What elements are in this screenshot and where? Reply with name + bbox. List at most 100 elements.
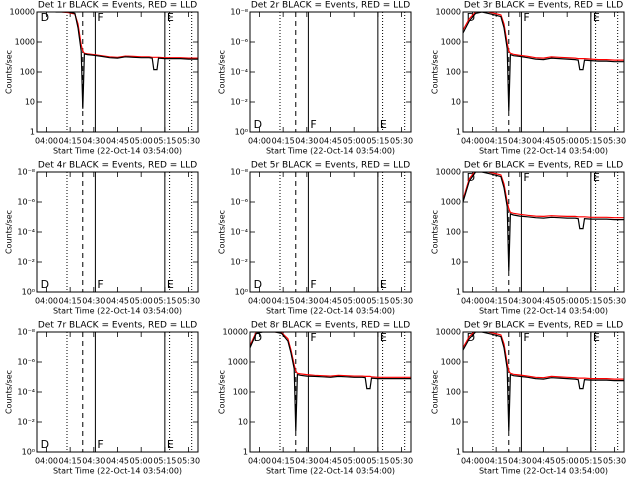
x-tick-label: 05:15 <box>579 457 602 466</box>
marker-label: E <box>380 278 387 291</box>
y-tick-label: 10 <box>451 258 461 267</box>
x-tick-label: 05:00 <box>343 297 366 306</box>
x-tick-label: 05:30 <box>177 137 200 146</box>
x-axis-label: Start Time (22-Oct-14 03:54:00) <box>266 467 395 476</box>
y-tick-label: 10⁰ <box>235 128 248 137</box>
marker-label: F <box>523 171 529 184</box>
plot-frame <box>462 331 625 453</box>
panel: Det 6r BLACK = Events, RED = LLD Start Ti… <box>431 161 627 316</box>
y-tick-label: 10⁻⁴ <box>230 68 248 77</box>
y-tick-label: 10 <box>451 418 461 427</box>
y-axis-label: Counts/sec <box>218 210 227 254</box>
x-tick-label: 05:15 <box>153 297 176 306</box>
panel: Det 3r BLACK = Events, RED = LLD Start Ti… <box>431 1 627 156</box>
y-tick-label: 10000 <box>223 328 248 337</box>
y-axis-label: Counts/sec <box>5 50 14 94</box>
y-tick-label: 10⁰ <box>22 288 35 297</box>
marker-label: E <box>593 331 600 344</box>
x-tick-label: 04:45 <box>532 457 555 466</box>
y-tick-label: 100 <box>446 68 461 77</box>
plot-frame <box>462 11 625 133</box>
marker-label: F <box>97 438 103 451</box>
panel-title: Det 3r BLACK = Events, RED = LLD <box>464 1 623 11</box>
y-tick-label: 10⁻⁶ <box>230 38 248 47</box>
x-tick-label: 05:15 <box>366 297 389 306</box>
x-tick-label: 04:45 <box>319 297 342 306</box>
x-tick-label: 04:15 <box>272 137 295 146</box>
y-tick-label: 10⁻⁴ <box>17 228 35 237</box>
panel-title: Det 2r BLACK = Events, RED = LLD <box>251 1 410 11</box>
y-tick-label: 10⁻⁸ <box>17 328 35 337</box>
x-tick-label: 04:30 <box>508 297 531 306</box>
x-axis-label: Start Time (22-Oct-14 03:54:00) <box>479 467 608 476</box>
x-tick-label: 05:30 <box>603 297 626 306</box>
x-tick-label: 05:30 <box>603 457 626 466</box>
y-tick-label: 10⁻⁶ <box>17 358 35 367</box>
x-tick-label: 04:45 <box>106 457 129 466</box>
x-axis-label: Start Time (22-Oct-14 03:54:00) <box>53 147 182 156</box>
x-tick-label: 04:45 <box>319 457 342 466</box>
y-tick-label: 10⁻² <box>230 258 248 267</box>
marker-label: E <box>593 11 600 24</box>
x-tick-label: 04:00 <box>461 297 484 306</box>
y-tick-label: 10⁻² <box>230 98 248 107</box>
plot-frame <box>36 171 199 293</box>
marker-label: D <box>41 278 49 291</box>
x-tick-label: 05:15 <box>579 137 602 146</box>
x-tick-label: 04:00 <box>248 137 271 146</box>
y-tick-label: 100 <box>233 388 248 397</box>
panel: Det 5r BLACK = Events, RED = LLD Start Ti… <box>218 161 414 316</box>
data-line <box>463 332 624 380</box>
y-tick-label: 100 <box>446 388 461 397</box>
x-tick-label: 05:00 <box>130 297 153 306</box>
panel-title: Det 1r BLACK = Events, RED = LLD <box>38 1 197 11</box>
y-tick-label: 1000 <box>441 38 461 47</box>
panel-title: Det 5r BLACK = Events, RED = LLD <box>251 161 410 171</box>
marker-label: D <box>41 11 49 24</box>
y-tick-label: 10000 <box>10 8 35 17</box>
plot-frame <box>462 171 625 293</box>
x-tick-label: 05:00 <box>556 297 579 306</box>
x-tick-label: 05:30 <box>390 137 413 146</box>
y-tick-label: 10⁻⁸ <box>230 168 248 177</box>
x-tick-label: 04:15 <box>59 457 82 466</box>
marker-label: D <box>41 438 49 451</box>
x-tick-label: 04:15 <box>485 137 508 146</box>
panel-title: Det 9r BLACK = Events, RED = LLD <box>464 321 623 331</box>
x-tick-label: 05:15 <box>366 137 389 146</box>
x-tick-label: 05:15 <box>153 457 176 466</box>
marker-label: E <box>380 118 387 131</box>
plot-frame <box>36 11 199 133</box>
marker-label: F <box>97 278 103 291</box>
x-tick-label: 05:15 <box>366 457 389 466</box>
plot-frame <box>249 331 412 453</box>
y-axis-label: Counts/sec <box>5 370 14 414</box>
x-tick-label: 05:30 <box>390 297 413 306</box>
x-tick-label: 04:30 <box>295 297 318 306</box>
y-tick-label: 10 <box>25 98 35 107</box>
y-tick-label: 1000 <box>15 38 35 47</box>
y-axis-label: Counts/sec <box>218 370 227 414</box>
marker-label: F <box>523 331 529 344</box>
x-tick-label: 05:00 <box>556 137 579 146</box>
x-tick-label: 05:00 <box>343 137 366 146</box>
data-line <box>463 332 624 432</box>
y-tick-label: 1 <box>456 288 461 297</box>
panel-title: Det 4r BLACK = Events, RED = LLD <box>38 161 197 171</box>
panel: Det 7r BLACK = Events, RED = LLD Start Ti… <box>5 321 201 476</box>
marker-label: D <box>254 278 262 291</box>
y-tick-label: 10⁻⁸ <box>17 168 35 177</box>
x-tick-label: 04:00 <box>248 297 271 306</box>
data-line <box>463 172 624 272</box>
x-tick-label: 04:30 <box>82 137 105 146</box>
x-tick-label: 04:00 <box>461 457 484 466</box>
marker-label: E <box>593 171 600 184</box>
panel: Det 2r BLACK = Events, RED = LLD Start Ti… <box>218 1 414 156</box>
x-tick-label: 05:30 <box>390 457 413 466</box>
y-axis-label: Counts/sec <box>431 210 440 254</box>
x-tick-label: 04:15 <box>485 297 508 306</box>
x-axis-label: Start Time (22-Oct-14 03:54:00) <box>266 147 395 156</box>
x-tick-label: 04:15 <box>59 137 82 146</box>
